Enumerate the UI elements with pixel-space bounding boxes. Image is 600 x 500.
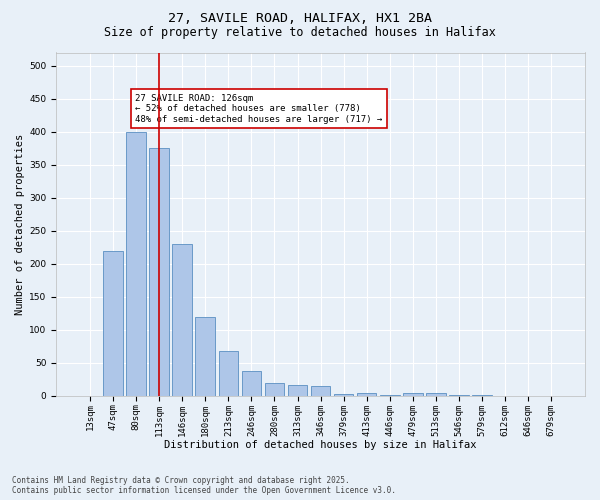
Bar	[288, 384, 307, 396]
Bar	[242, 371, 261, 396]
Text: 27 SAVILE ROAD: 126sqm
← 52% of detached houses are smaller (778)
48% of semi-de: 27 SAVILE ROAD: 126sqm ← 52% of detached…	[136, 94, 383, 124]
Bar	[126, 132, 146, 396]
Bar	[357, 392, 376, 396]
Bar	[403, 392, 422, 396]
Bar	[149, 148, 169, 396]
Text: Size of property relative to detached houses in Halifax: Size of property relative to detached ho…	[104, 26, 496, 39]
Bar	[426, 392, 446, 396]
Y-axis label: Number of detached properties: Number of detached properties	[15, 134, 25, 315]
Bar	[172, 244, 192, 396]
Bar	[265, 382, 284, 396]
Bar	[334, 394, 353, 396]
Text: 27, SAVILE ROAD, HALIFAX, HX1 2BA: 27, SAVILE ROAD, HALIFAX, HX1 2BA	[168, 12, 432, 26]
Bar	[311, 386, 331, 396]
X-axis label: Distribution of detached houses by size in Halifax: Distribution of detached houses by size …	[164, 440, 477, 450]
Bar	[103, 250, 123, 396]
Bar	[218, 351, 238, 396]
Text: Contains HM Land Registry data © Crown copyright and database right 2025.
Contai: Contains HM Land Registry data © Crown c…	[12, 476, 396, 495]
Bar	[196, 316, 215, 396]
